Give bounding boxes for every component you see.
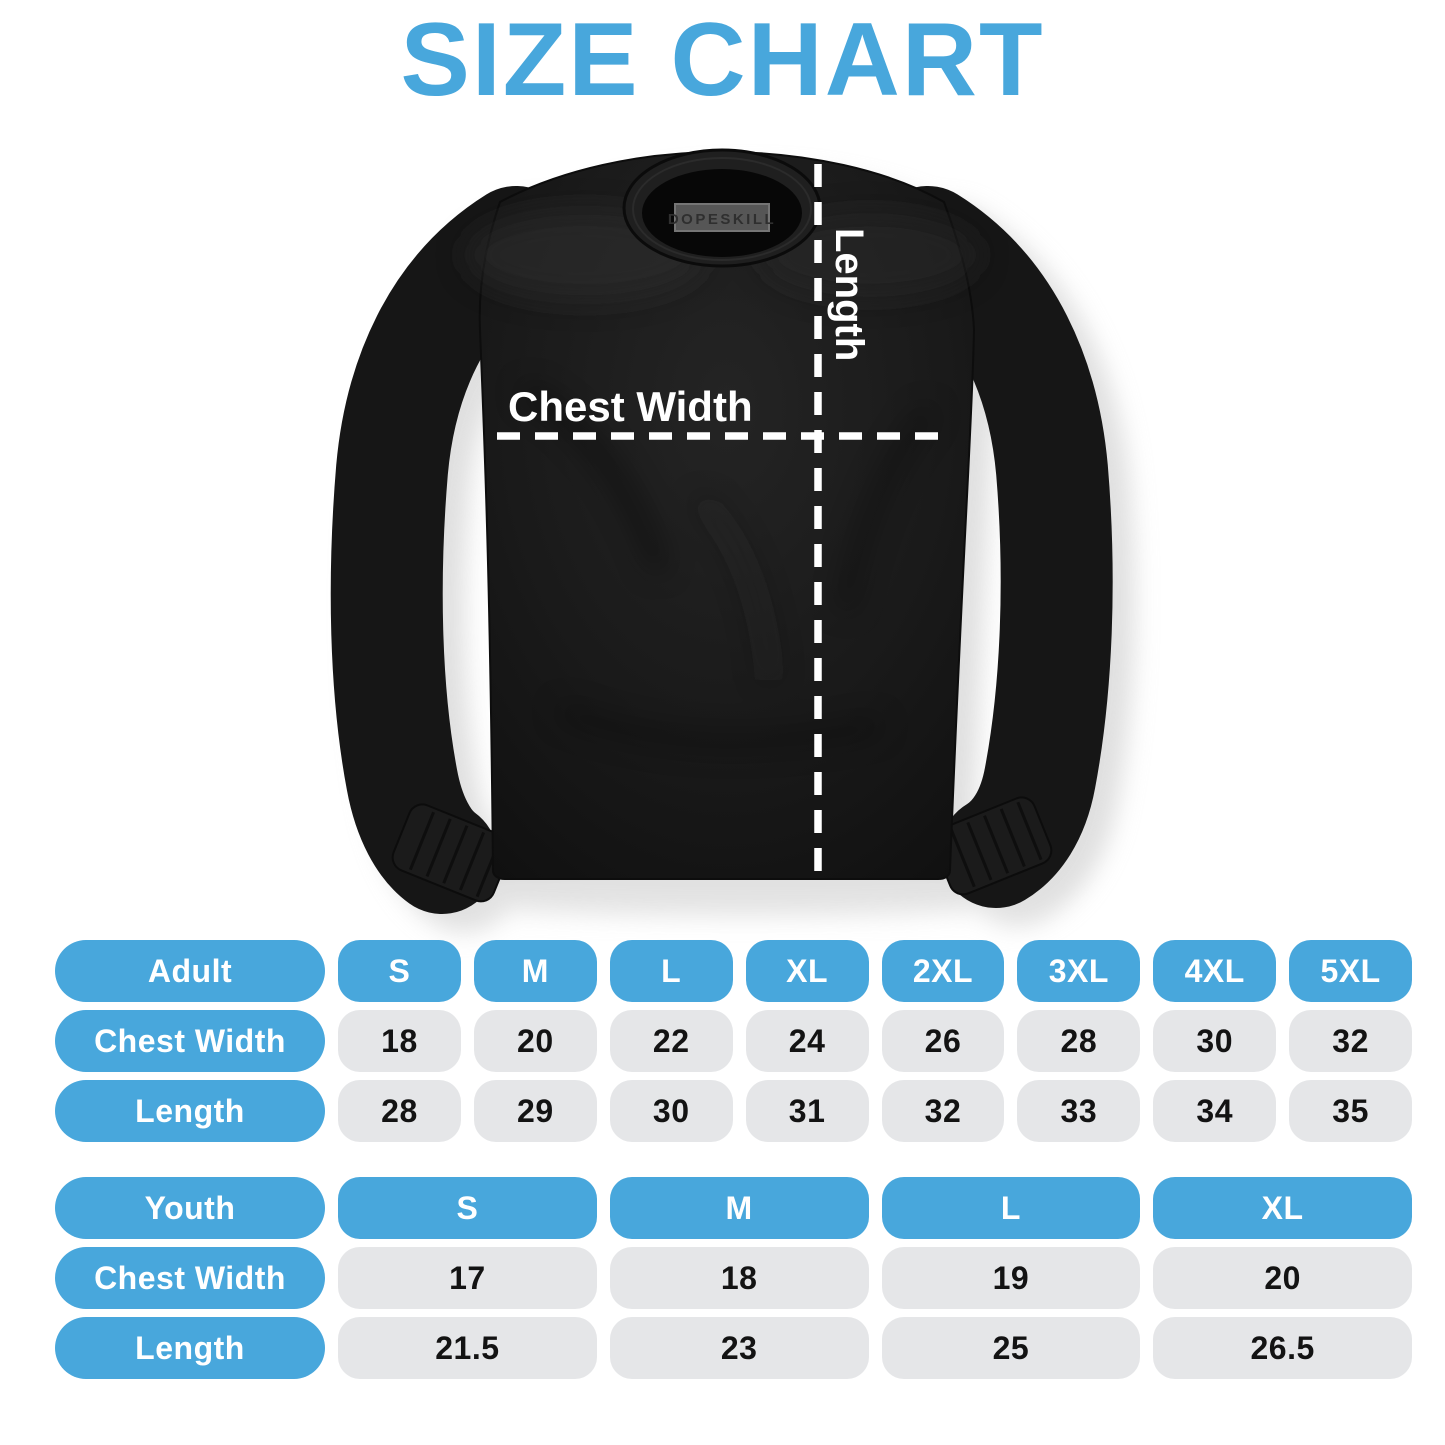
adult-size-5xl: 5XL — [1289, 940, 1412, 1002]
youth-length-value: 21.5 — [338, 1317, 597, 1379]
adult-length-header: Length — [55, 1080, 325, 1142]
youth-chest-width-row: Chest Width 17 18 19 20 — [55, 1247, 1412, 1309]
youth-length-value: 26.5 — [1153, 1317, 1412, 1379]
adult-chest-width-value: 32 — [1289, 1010, 1412, 1072]
adult-length-value: 29 — [473, 1080, 597, 1142]
youth-size-l: L — [881, 1177, 1141, 1239]
collar: DOPESKILL — [622, 148, 822, 268]
youth-chest-width-header: Chest Width — [55, 1247, 325, 1309]
youth-chest-width-value: 20 — [1153, 1247, 1412, 1309]
adult-chest-width-value: 28 — [1017, 1010, 1141, 1072]
adult-chest-width-header: Chest Width — [55, 1010, 325, 1072]
page-title: SIZE CHART — [400, 2, 1045, 118]
youth-length-row: Length 21.5 23 25 26.5 — [55, 1317, 1412, 1379]
adult-length-value: 34 — [1153, 1080, 1277, 1142]
adult-chest-width-value: 30 — [1153, 1010, 1277, 1072]
left-sleeve — [330, 186, 572, 914]
adult-size-xl: XL — [745, 940, 869, 1002]
adult-chest-width-value: 18 — [338, 1010, 461, 1072]
adult-size-3xl: 3XL — [1017, 940, 1141, 1002]
adult-length-value: 30 — [609, 1080, 733, 1142]
right-cuff — [932, 796, 1053, 896]
collar-brand-label: DOPESKILL — [668, 211, 776, 228]
fabric-shading — [465, 210, 980, 748]
adult-length-row: Length 28 29 30 31 32 33 34 35 — [55, 1080, 1412, 1142]
youth-chest-width-value: 17 — [338, 1247, 597, 1309]
adult-length-value: 33 — [1017, 1080, 1141, 1142]
adult-length-value: 32 — [881, 1080, 1005, 1142]
adult-length-value: 35 — [1289, 1080, 1412, 1142]
adult-size-table: Adult S M L XL 2XL 3XL 4XL 5XL Chest Wid… — [55, 940, 1412, 1142]
youth-size-xl: XL — [1153, 1177, 1412, 1239]
youth-row-header: Youth — [55, 1177, 325, 1239]
length-label: Length — [827, 228, 871, 361]
adult-size-s: S — [338, 940, 461, 1002]
adult-chest-width-value: 24 — [745, 1010, 869, 1072]
adult-chest-width-value: 22 — [609, 1010, 733, 1072]
adult-chest-width-row: Chest Width 18 20 22 24 26 28 30 32 — [55, 1010, 1412, 1072]
youth-header-row: Youth S M L XL — [55, 1177, 1412, 1239]
youth-length-value: 25 — [881, 1317, 1141, 1379]
collar-brand-tag: DOPESKILL — [668, 203, 776, 232]
adult-length-value: 31 — [745, 1080, 869, 1142]
youth-chest-width-value: 18 — [609, 1247, 869, 1309]
adult-size-2xl: 2XL — [881, 940, 1005, 1002]
adult-length-value: 28 — [338, 1080, 461, 1142]
youth-length-header: Length — [55, 1317, 325, 1379]
adult-chest-width-value: 26 — [881, 1010, 1005, 1072]
youth-size-s: S — [338, 1177, 597, 1239]
youth-length-value: 23 — [609, 1317, 869, 1379]
youth-size-m: M — [609, 1177, 869, 1239]
adult-size-l: L — [609, 940, 733, 1002]
size-tables: Adult S M L XL 2XL 3XL 4XL 5XL Chest Wid… — [55, 940, 1412, 1387]
youth-size-table: Youth S M L XL Chest Width 17 18 19 20 L… — [55, 1177, 1412, 1379]
adult-size-4xl: 4XL — [1153, 940, 1277, 1002]
shirt-body — [478, 150, 976, 880]
chest-width-label: Chest Width — [508, 383, 753, 430]
adult-chest-width-value: 20 — [473, 1010, 597, 1072]
adult-header-row: Adult S M L XL 2XL 3XL 4XL 5XL — [55, 940, 1412, 1002]
adult-row-header: Adult — [55, 940, 325, 1002]
youth-chest-width-value: 19 — [881, 1247, 1141, 1309]
adult-size-m: M — [473, 940, 597, 1002]
